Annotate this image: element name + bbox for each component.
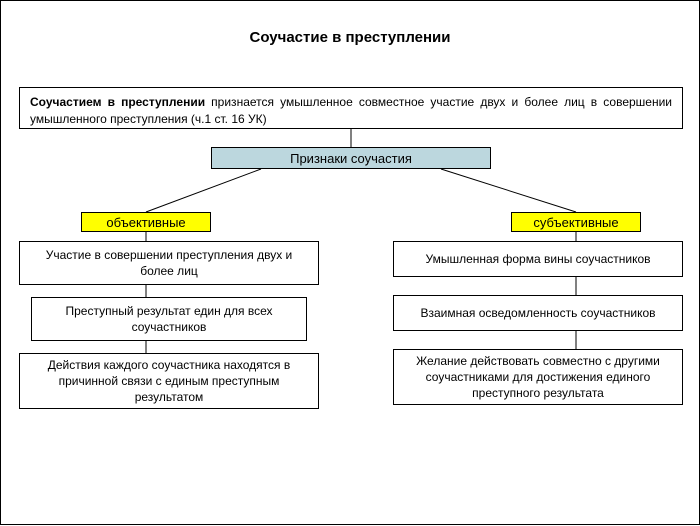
- left-item-0: Участие в совершении преступления двух и…: [19, 241, 319, 285]
- left-item-1-text: Преступный результат един для всех соуча…: [40, 303, 298, 335]
- left-item-1: Преступный результат един для всех соуча…: [31, 297, 307, 341]
- left-item-2: Действия каждого соучастника находятся в…: [19, 353, 319, 409]
- diagram-title: Соучастие в преступлении: [1, 29, 699, 46]
- branch-right-label: субъективные: [533, 215, 618, 230]
- signs-header-box: Признаки соучастия: [211, 147, 491, 169]
- branch-right-label-box: субъективные: [511, 212, 641, 232]
- branch-left-label: объективные: [106, 215, 185, 230]
- right-item-1-text: Взаимная осведомленность соучастников: [420, 305, 655, 321]
- right-item-1: Взаимная осведомленность соучастников: [393, 295, 683, 331]
- right-item-2-text: Желание действовать совместно с другими …: [402, 353, 674, 402]
- right-item-2: Желание действовать совместно с другими …: [393, 349, 683, 405]
- left-item-0-text: Участие в совершении преступления двух и…: [28, 247, 310, 279]
- definition-lead: Соучастием в преступлении: [30, 95, 205, 109]
- left-item-2-text: Действия каждого соучастника находятся в…: [28, 357, 310, 406]
- branch-left-label-box: объективные: [81, 212, 211, 232]
- right-item-0: Умышленная форма вины соучастников: [393, 241, 683, 277]
- right-item-0-text: Умышленная форма вины соучастников: [425, 251, 650, 267]
- definition-box: Соучастием в преступлении признается умы…: [19, 87, 683, 129]
- signs-header-label: Признаки соучастия: [290, 151, 412, 166]
